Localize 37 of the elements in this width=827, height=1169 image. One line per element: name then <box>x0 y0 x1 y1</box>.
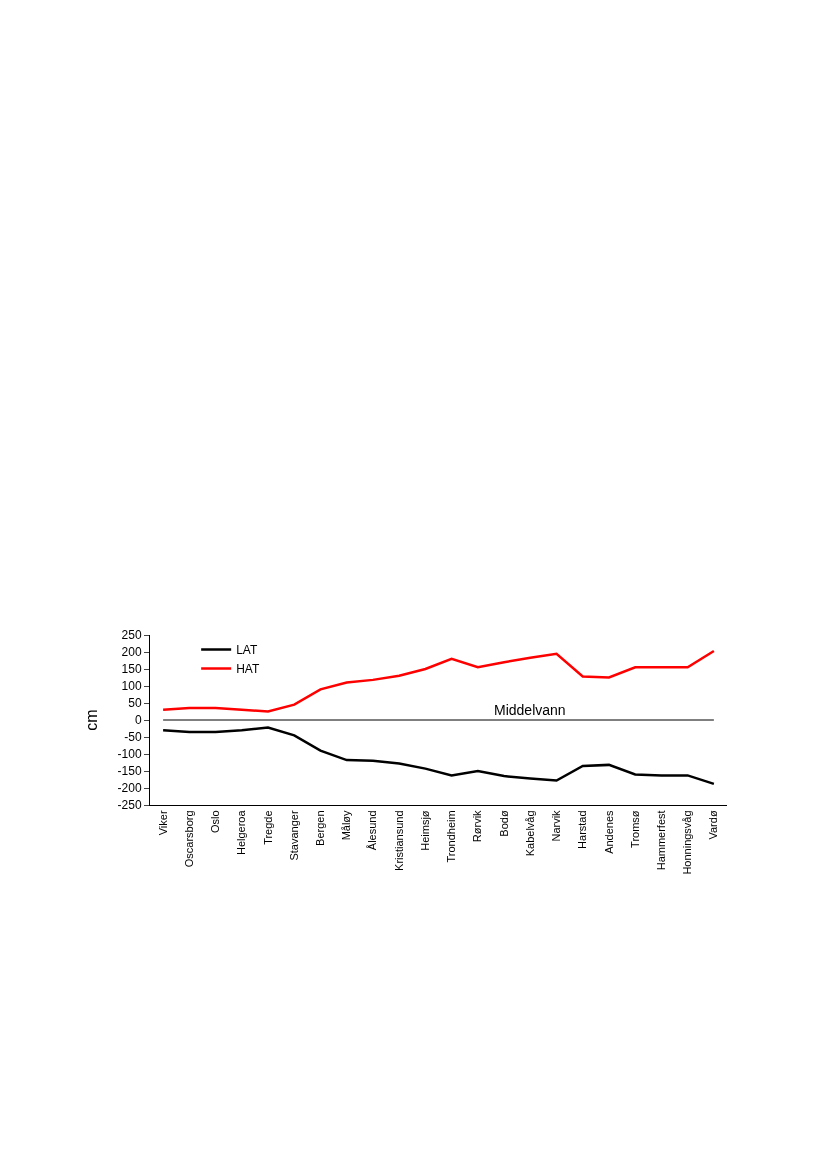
y-tick-label: 0 <box>134 713 142 728</box>
y-tick-label: 100 <box>121 679 142 694</box>
y-tick-label: 50 <box>128 696 142 711</box>
x-tick-label: Stavanger <box>287 810 300 861</box>
y-axis-title: cm <box>83 709 101 731</box>
x-tick-label: Kristiansund <box>392 810 405 871</box>
y-tick-label: -150 <box>117 764 142 779</box>
x-tick-label: Bodø <box>497 810 510 837</box>
x-tick-label: Narvik <box>550 809 563 842</box>
x-tick-label: Bergen <box>314 810 327 846</box>
x-tick-label: Vardø <box>707 810 720 840</box>
x-tick-label: Helgeroa <box>235 809 248 856</box>
y-tick-label: -200 <box>117 781 142 796</box>
x-tick-label: Tregde <box>261 810 274 845</box>
x-tick-label: Ålesund <box>366 810 379 851</box>
x-tick-label: Rørvik <box>471 809 484 843</box>
x-tick-label: Trondheim <box>445 810 458 863</box>
x-tick-label: Hammerfest <box>655 810 668 871</box>
y-tick-label: -100 <box>117 747 142 762</box>
x-tick-label: Honningsvåg <box>681 810 694 875</box>
x-tick-label: Kabelvåg <box>523 810 536 857</box>
y-tick-label: 150 <box>121 662 142 677</box>
x-tick-label: Oscarsborg <box>182 810 195 868</box>
ref-line-label: Middelvann <box>494 702 566 718</box>
y-tick-label: -50 <box>124 730 142 745</box>
y-tick-label: 250 <box>121 628 142 643</box>
x-tick-label: Tromsø <box>628 810 641 848</box>
legend-label: HAT <box>236 662 260 677</box>
y-tick-label: -250 <box>117 798 142 813</box>
x-tick-label: Viker <box>156 810 169 836</box>
x-tick-label: Oslo <box>209 810 222 834</box>
x-tick-label: Heimsjø <box>418 810 431 851</box>
legend-label: LAT <box>236 643 258 658</box>
y-tick-label: 200 <box>121 645 142 660</box>
x-tick-label: Andenes <box>602 809 615 854</box>
x-tick-label: Måløy <box>340 809 353 841</box>
x-tick-label: Harstad <box>576 810 589 849</box>
